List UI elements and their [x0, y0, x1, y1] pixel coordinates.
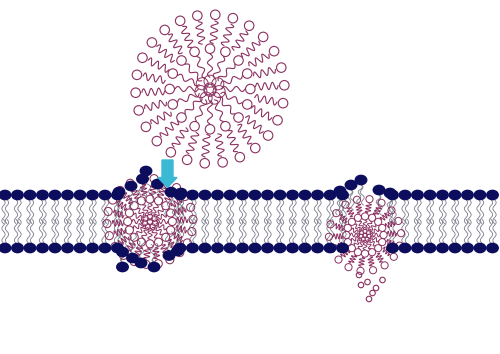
Ellipse shape: [137, 175, 148, 184]
Ellipse shape: [165, 187, 177, 197]
Ellipse shape: [262, 190, 273, 200]
Ellipse shape: [49, 243, 60, 253]
Ellipse shape: [62, 243, 73, 253]
Ellipse shape: [462, 190, 473, 200]
Ellipse shape: [436, 190, 448, 200]
Ellipse shape: [424, 243, 436, 253]
Ellipse shape: [386, 190, 398, 200]
Ellipse shape: [274, 190, 285, 200]
Ellipse shape: [474, 190, 486, 200]
Ellipse shape: [0, 190, 11, 200]
Ellipse shape: [12, 243, 23, 253]
Ellipse shape: [212, 243, 223, 253]
Ellipse shape: [249, 243, 260, 253]
Ellipse shape: [345, 180, 357, 190]
Ellipse shape: [312, 243, 323, 253]
Ellipse shape: [312, 190, 323, 200]
Ellipse shape: [399, 190, 411, 200]
Ellipse shape: [262, 243, 273, 253]
Ellipse shape: [36, 190, 48, 200]
Ellipse shape: [199, 190, 211, 200]
Ellipse shape: [462, 243, 473, 253]
Ellipse shape: [299, 243, 310, 253]
Ellipse shape: [449, 243, 460, 253]
Ellipse shape: [334, 186, 346, 196]
FancyArrow shape: [158, 160, 177, 188]
Ellipse shape: [286, 243, 298, 253]
Ellipse shape: [299, 190, 310, 200]
Ellipse shape: [117, 247, 128, 257]
Ellipse shape: [174, 190, 186, 200]
Ellipse shape: [384, 188, 396, 198]
Ellipse shape: [12, 190, 23, 200]
Ellipse shape: [135, 258, 147, 268]
Ellipse shape: [24, 190, 36, 200]
Ellipse shape: [336, 190, 348, 200]
Ellipse shape: [74, 190, 86, 200]
Ellipse shape: [112, 190, 123, 200]
Ellipse shape: [127, 253, 138, 263]
Ellipse shape: [224, 243, 235, 253]
Ellipse shape: [236, 190, 248, 200]
Ellipse shape: [24, 243, 36, 253]
Ellipse shape: [99, 243, 110, 253]
Ellipse shape: [324, 243, 336, 253]
Ellipse shape: [199, 243, 211, 253]
Ellipse shape: [212, 190, 223, 200]
Ellipse shape: [186, 243, 198, 253]
Ellipse shape: [174, 243, 186, 253]
Ellipse shape: [412, 190, 423, 200]
Ellipse shape: [412, 243, 423, 253]
Ellipse shape: [113, 187, 125, 197]
Ellipse shape: [152, 179, 163, 189]
Ellipse shape: [249, 190, 260, 200]
Ellipse shape: [336, 243, 348, 253]
Ellipse shape: [125, 181, 137, 191]
Ellipse shape: [87, 243, 98, 253]
Ellipse shape: [236, 243, 248, 253]
Ellipse shape: [486, 243, 498, 253]
Ellipse shape: [62, 190, 73, 200]
Ellipse shape: [324, 190, 336, 200]
Ellipse shape: [176, 188, 187, 198]
Ellipse shape: [117, 262, 128, 272]
Ellipse shape: [399, 243, 411, 253]
Ellipse shape: [87, 190, 98, 200]
Ellipse shape: [355, 175, 367, 185]
Ellipse shape: [424, 190, 436, 200]
Ellipse shape: [436, 243, 448, 253]
Ellipse shape: [486, 190, 498, 200]
Ellipse shape: [112, 243, 123, 253]
Ellipse shape: [49, 190, 60, 200]
Ellipse shape: [36, 243, 48, 253]
Ellipse shape: [373, 185, 385, 195]
Ellipse shape: [172, 246, 183, 256]
Ellipse shape: [286, 190, 298, 200]
Ellipse shape: [74, 243, 86, 253]
Ellipse shape: [0, 243, 11, 253]
Ellipse shape: [449, 190, 460, 200]
Ellipse shape: [148, 262, 160, 272]
Ellipse shape: [224, 190, 235, 200]
Ellipse shape: [186, 190, 198, 200]
Ellipse shape: [474, 243, 486, 253]
Ellipse shape: [99, 190, 110, 200]
Ellipse shape: [386, 243, 398, 253]
Ellipse shape: [163, 251, 175, 260]
Ellipse shape: [274, 243, 285, 253]
Ellipse shape: [140, 166, 152, 176]
